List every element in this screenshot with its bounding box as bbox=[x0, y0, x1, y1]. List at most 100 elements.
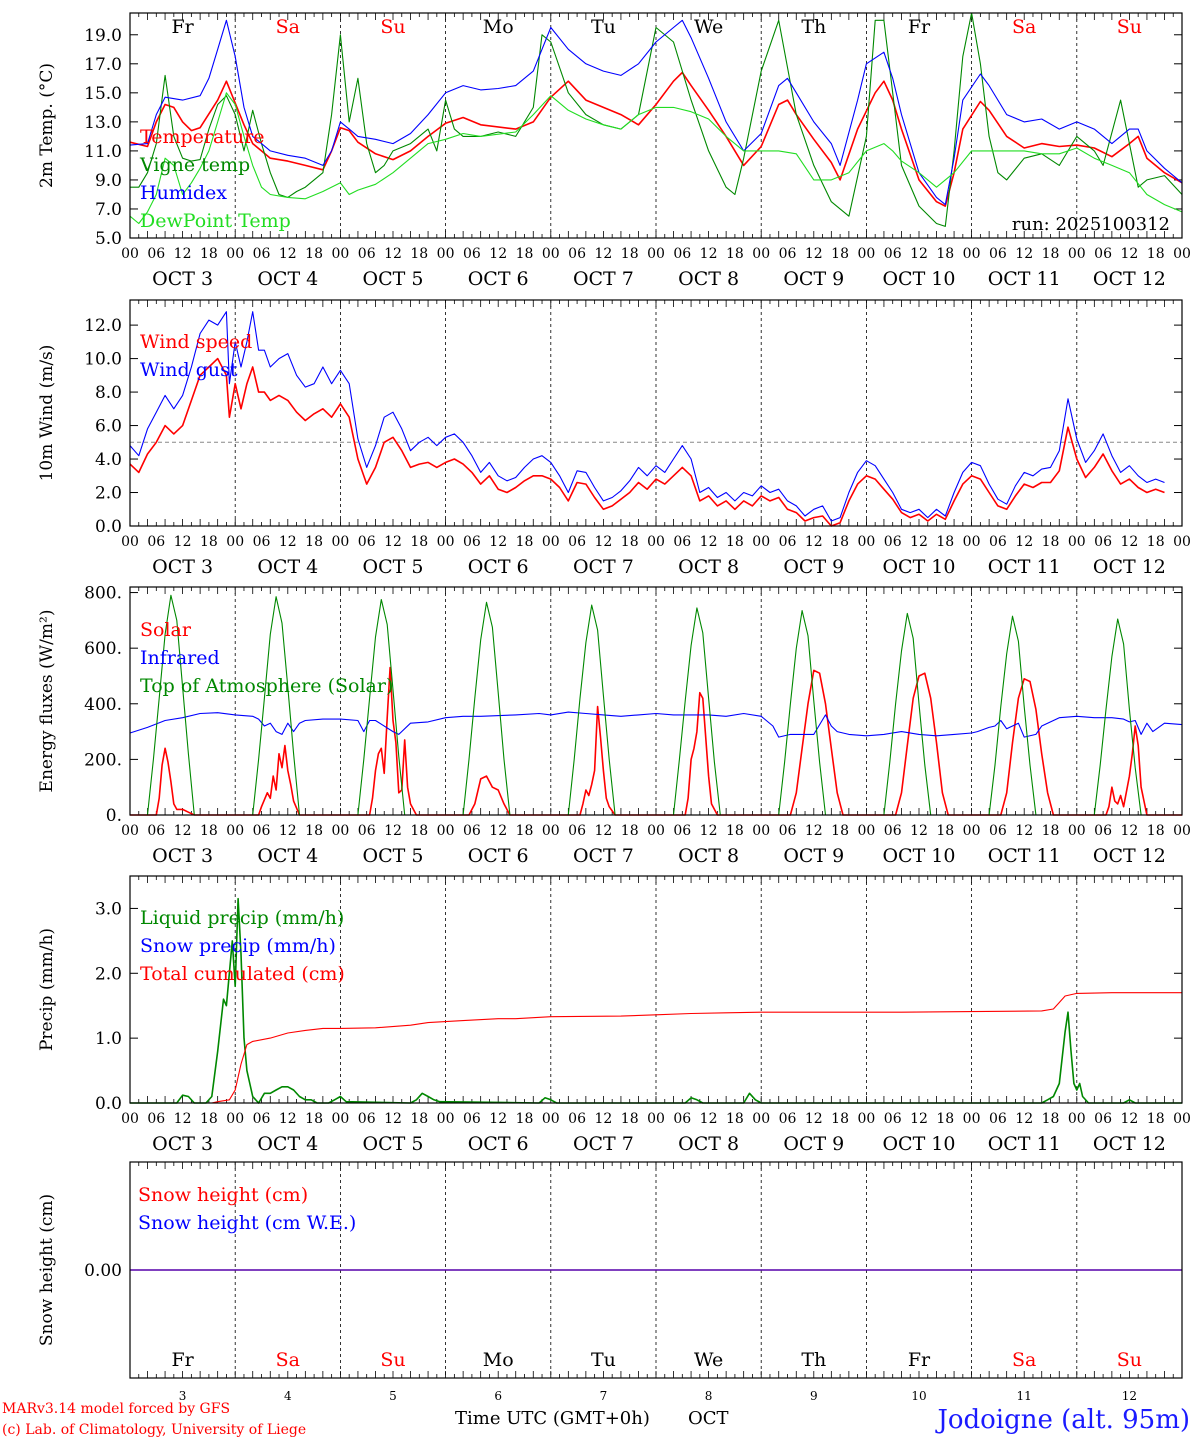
y-tick-label: 0.0 bbox=[95, 1094, 122, 1114]
x-hour-tick-label: 18 bbox=[410, 534, 428, 550]
run-annotation: run: 2025100312 bbox=[1012, 214, 1170, 235]
x-hour-tick-label: 12 bbox=[594, 246, 612, 262]
x-hour-tick-label: 06 bbox=[147, 823, 165, 839]
x-hour-tick-label: 18 bbox=[1147, 534, 1165, 550]
x-hour-tick-label: 12 bbox=[805, 1111, 823, 1127]
x-hour-tick-label: 00 bbox=[1068, 823, 1086, 839]
x-hour-tick-label: 18 bbox=[516, 246, 534, 262]
x-hour-tick-label: 18 bbox=[305, 1111, 323, 1127]
legend-entry: Vigne temp bbox=[139, 154, 250, 176]
x-hour-tick-label: 06 bbox=[463, 1111, 481, 1127]
series-line-wind-speed bbox=[129, 357, 1165, 527]
x-hour-tick-label: 18 bbox=[831, 1111, 849, 1127]
x-hour-tick-label: 06 bbox=[253, 823, 271, 839]
legend-entry: Wind speed bbox=[140, 331, 252, 353]
x-hour-tick-label: 18 bbox=[1147, 246, 1165, 262]
x-date-label: OCT 11 bbox=[988, 845, 1061, 867]
x-hour-tick-label: 06 bbox=[779, 1111, 797, 1127]
x-hour-tick-label: 06 bbox=[147, 1111, 165, 1127]
x-hour-tick-label: 18 bbox=[726, 1111, 744, 1127]
plot-frame bbox=[129, 875, 1183, 1104]
y-axis-label: Precip (mm/h) bbox=[37, 928, 57, 1051]
x-date-label: OCT 6 bbox=[468, 556, 529, 578]
legend-entry: Total cumulated (cm) bbox=[140, 963, 345, 985]
legend-entry: Infrared bbox=[140, 647, 220, 669]
legend-entry: Humidex bbox=[140, 182, 227, 204]
x-hour-tick-label: 12 bbox=[700, 246, 718, 262]
y-tick-label: 17.0 bbox=[84, 55, 122, 75]
x-hour-tick-label: 12 bbox=[805, 823, 823, 839]
x-hour-tick-label: 00 bbox=[331, 534, 349, 550]
weekday-label: Su bbox=[1117, 16, 1142, 38]
x-day-number: 7 bbox=[600, 1389, 608, 1403]
x-hour-tick-label: 06 bbox=[568, 1111, 586, 1127]
panel-4: 0.0 1.0 2.0 3.0 Precip (mm/h) Liquid precip (… bbox=[37, 875, 1191, 1155]
y-tick-label: 0.0 bbox=[95, 517, 122, 537]
y-tick-label: 4.0 bbox=[95, 450, 122, 470]
x-hour-tick-label: 06 bbox=[358, 1111, 376, 1127]
x-hour-tick-label: 12 bbox=[1120, 1111, 1138, 1127]
x-hour-tick-label: 00 bbox=[752, 823, 770, 839]
x-hour-tick-label: 00 bbox=[1173, 534, 1191, 550]
weekday-label: Su bbox=[380, 1349, 405, 1371]
x-hour-tick-label: 18 bbox=[305, 246, 323, 262]
x-hour-tick-label: 12 bbox=[805, 246, 823, 262]
x-hour-tick-label: 12 bbox=[594, 534, 612, 550]
x-hour-tick-label: 00 bbox=[963, 1111, 981, 1127]
series-line-infrared bbox=[129, 711, 1183, 738]
x-hour-tick-label: 18 bbox=[200, 246, 218, 262]
x-date-label: OCT 11 bbox=[988, 1133, 1061, 1155]
x-hour-tick-label: 12 bbox=[910, 823, 928, 839]
x-hour-tick-label: 06 bbox=[673, 534, 691, 550]
x-hour-tick-label: 00 bbox=[1068, 534, 1086, 550]
x-date-label: OCT 12 bbox=[1093, 845, 1166, 867]
plot-frame bbox=[129, 299, 1183, 527]
weekday-label: Tu bbox=[591, 16, 616, 38]
y-axis-label: 10m Wind (m/s) bbox=[37, 345, 57, 482]
y-tick-label: 1.0 bbox=[95, 1029, 122, 1049]
x-hour-tick-label: 18 bbox=[936, 1111, 954, 1127]
x-hour-tick-label: 06 bbox=[147, 534, 165, 550]
x-hour-tick-label: 00 bbox=[226, 1111, 244, 1127]
x-hour-tick-label: 00 bbox=[331, 1111, 349, 1127]
x-hour-tick-label: 18 bbox=[410, 1111, 428, 1127]
x-date-label: OCT 9 bbox=[783, 845, 844, 867]
x-hour-tick-label: 12 bbox=[384, 1111, 402, 1127]
plot-frame bbox=[129, 586, 1183, 816]
x-hour-tick-label: 12 bbox=[910, 534, 928, 550]
x-hour-tick-label: 12 bbox=[594, 823, 612, 839]
weekday-label: Mo bbox=[483, 16, 514, 38]
x-date-label: OCT 8 bbox=[678, 845, 739, 867]
x-date-label: OCT 5 bbox=[363, 268, 424, 290]
x-hour-tick-label: 18 bbox=[726, 246, 744, 262]
x-hour-tick-label: 06 bbox=[1094, 823, 1112, 839]
x-hour-tick-label: 06 bbox=[463, 534, 481, 550]
y-tick-label: 7.0 bbox=[95, 200, 122, 220]
x-hour-tick-label: 00 bbox=[857, 823, 875, 839]
x-day-number: 11 bbox=[1017, 1389, 1032, 1403]
x-axis-label: Time UTC (GMT+0h) bbox=[455, 1408, 650, 1429]
footer-model: MARv3.14 model forced by GFS bbox=[2, 1401, 230, 1417]
x-date-label: OCT 7 bbox=[573, 845, 634, 867]
x-hour-tick-label: 00 bbox=[437, 823, 455, 839]
x-date-label: OCT 5 bbox=[363, 556, 424, 578]
x-minor-ticks bbox=[129, 13, 1183, 238]
x-hour-tick-label: 18 bbox=[1042, 246, 1060, 262]
plot-frame bbox=[129, 12, 1183, 239]
x-date-label: OCT 9 bbox=[783, 268, 844, 290]
series-line-humidex bbox=[129, 19, 1183, 206]
x-hour-tick-label: 00 bbox=[752, 246, 770, 262]
x-date-label: OCT 12 bbox=[1093, 556, 1166, 578]
series-line-total-cumulated-cm bbox=[130, 992, 1182, 1104]
y-tick-label: 200. bbox=[84, 750, 122, 770]
x-date-label: OCT 8 bbox=[678, 556, 739, 578]
x-hour-tick-label: 12 bbox=[700, 534, 718, 550]
x-hour-tick-label: 06 bbox=[358, 823, 376, 839]
x-hour-tick-label: 12 bbox=[174, 246, 192, 262]
weekday-label: Fr bbox=[171, 1349, 194, 1371]
x-hour-tick-label: 18 bbox=[621, 246, 639, 262]
x-hour-tick-label: 00 bbox=[121, 1111, 139, 1127]
weekday-label: We bbox=[694, 16, 723, 38]
legend-entry: Temperature bbox=[140, 126, 264, 148]
x-hour-tick-label: 06 bbox=[358, 534, 376, 550]
